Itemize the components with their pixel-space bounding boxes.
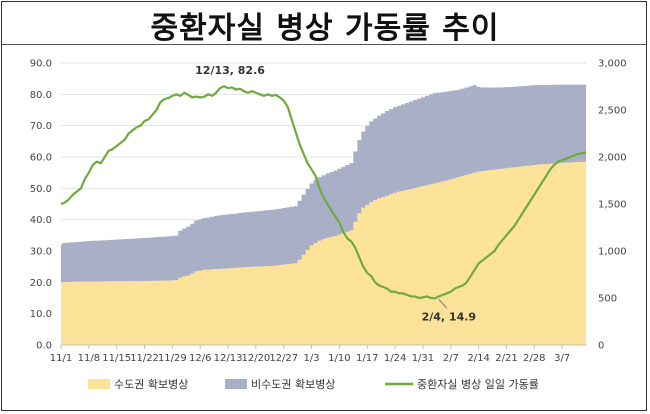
axes: 0.0 10.0 20.0 30.0 40.0 50.0 60.0 70.0 80.0 90.0 0… xyxy=(30,59,627,365)
y-right-tick-label: 1,500 xyxy=(598,200,627,211)
y-right-tick-label: 1,000 xyxy=(598,247,627,258)
x-tick-label: 12/13 xyxy=(214,353,243,364)
legend-item-capital: 수도권 확보병상 xyxy=(88,378,188,391)
legend: 수도권 확보병상 비수도권 확보병상 중환자실 병상 일일 가동률 xyxy=(88,377,539,391)
y-right-tick-label: 0 xyxy=(598,341,604,352)
y-left-tick-label: 60.0 xyxy=(30,153,52,164)
y-right-tick-label: 3,000 xyxy=(598,59,627,70)
chart-title: 중환자실 병상 가동률 추이 xyxy=(150,11,500,46)
x-tick-label: 11/22 xyxy=(130,353,159,364)
x-tick-label: 12/27 xyxy=(269,353,298,364)
x-tick-label: 12/20 xyxy=(241,353,270,364)
x-tick-label: 2/28 xyxy=(523,353,545,364)
x-tick-label: 11/8 xyxy=(78,353,100,364)
annotation-peak: 12/13, 82.6 xyxy=(195,64,265,77)
x-tick-label: 11/29 xyxy=(158,353,187,364)
stacked-areas xyxy=(61,84,586,345)
x-tick-label: 1/31 xyxy=(412,353,434,364)
y-left-tick-label: 90.0 xyxy=(30,59,52,70)
legend-swatch xyxy=(225,379,247,389)
y-left-tick-label: 20.0 xyxy=(30,278,52,289)
y-left-tick-label: 80.0 xyxy=(30,90,52,101)
y-right-tick-label: 2,000 xyxy=(598,153,627,164)
x-tick-label: 1/3 xyxy=(304,353,320,364)
title-divider xyxy=(2,44,647,45)
legend-label: 비수도권 확보병상 xyxy=(251,378,335,391)
y-left-tick-label: 70.0 xyxy=(30,121,52,132)
legend-label: 수도권 확보병상 xyxy=(114,378,188,391)
annotation-trough: 2/4, 14.9 xyxy=(422,310,476,323)
y-left-tick-label: 0.0 xyxy=(36,341,52,352)
x-tick-label: 3/7 xyxy=(554,353,570,364)
legend-item-noncapital: 비수도권 확보병상 xyxy=(225,378,335,391)
x-tick-label: 11/15 xyxy=(102,353,131,364)
y-right-tick-label: 500 xyxy=(598,294,617,305)
series-line-occupancy xyxy=(60,85,587,300)
annotation-leader xyxy=(438,298,448,309)
series-area-noncapital xyxy=(61,84,586,283)
x-tick-label: 1/17 xyxy=(356,353,378,364)
y-left-tick-label: 30.0 xyxy=(30,247,52,258)
x-tick-label: 11/1 xyxy=(50,353,72,364)
x-tick-label: 2/7 xyxy=(443,353,459,364)
y-left-tick-label: 50.0 xyxy=(30,184,52,195)
x-tick-label: 2/21 xyxy=(495,353,517,364)
x-tick-label: 1/24 xyxy=(384,353,406,364)
annotations: 12/13, 82.6 2/4, 14.9 xyxy=(195,64,476,323)
y-right-tick-label: 2,500 xyxy=(598,106,627,117)
occupancy-line-layer xyxy=(60,85,587,300)
y-left-tick-label: 10.0 xyxy=(30,309,52,320)
series-area-capital xyxy=(61,161,586,345)
legend-label: 중환자실 병상 일일 가동률 xyxy=(417,377,539,391)
y-left-tick-label: 40.0 xyxy=(30,215,52,226)
x-tick-label: 2/14 xyxy=(467,353,489,364)
x-tick-label: 1/10 xyxy=(328,353,350,364)
x-tick-label: 12/6 xyxy=(189,353,211,364)
legend-swatch xyxy=(88,379,110,389)
legend-item-occupancy: 중환자실 병상 일일 가동률 xyxy=(385,377,539,391)
